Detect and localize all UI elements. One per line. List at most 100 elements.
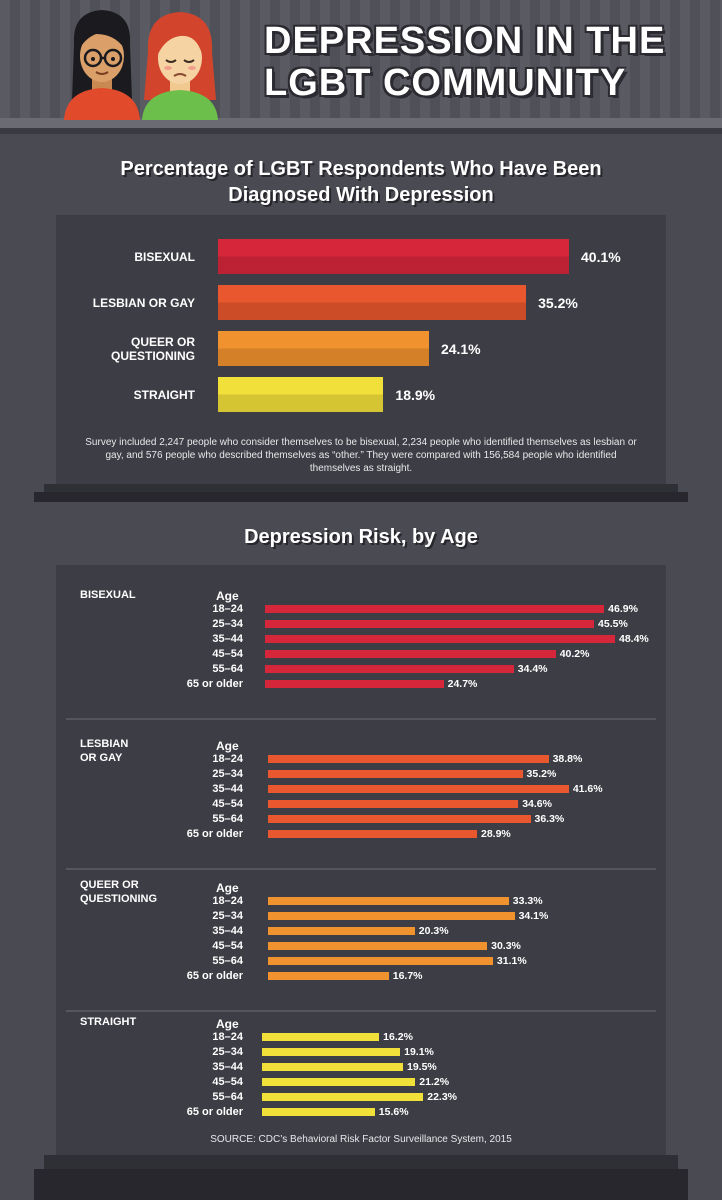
chart2-title: Depression Risk, by Age — [244, 526, 478, 548]
chart1-bar — [218, 377, 384, 412]
chart2-group-label: LESBIAN OR GAY — [80, 738, 129, 764]
woman-with-glasses-icon — [64, 10, 140, 120]
chart2-age-label: 65 or older — [186, 828, 243, 840]
chart2-age-header: Age — [216, 589, 239, 603]
chart2-age-label: 55–64 — [212, 955, 243, 967]
chart2-panel — [56, 565, 666, 1155]
chart2-bar — [268, 755, 549, 763]
chart2-age-label: 45–54 — [212, 648, 243, 660]
chart2-value-label: 22.3% — [427, 1091, 458, 1103]
chart2-age-label: 45–54 — [212, 1076, 243, 1088]
chart2-bar — [268, 927, 415, 935]
chart2-group-label: QUEER OR QUESTIONING — [80, 879, 158, 905]
chart1-value-label: 40.1% — [581, 249, 621, 265]
chart2-bar — [268, 897, 509, 905]
chart2-bar — [268, 957, 493, 965]
chart2-value-label: 19.5% — [407, 1061, 437, 1073]
page-title-line1: DEPRESSION IN THE — [264, 20, 666, 62]
chart2-bar — [265, 605, 605, 613]
chart2-group-label: STRAIGHT — [80, 1016, 137, 1028]
chart2-age-label: 18–24 — [212, 1031, 243, 1043]
chart2-value-label: 34.6% — [522, 798, 552, 810]
chart2-age-label: 18–24 — [212, 895, 243, 907]
chart1-category-label: BISEXUAL — [134, 249, 195, 264]
chart1-category-label: LESBIAN OR GAY — [92, 295, 195, 310]
chart2-bar — [268, 800, 519, 808]
chart1-title-line2: Diagnosed With Depression — [228, 184, 494, 206]
chart1-value-label: 35.2% — [538, 295, 578, 311]
chart2-value-label: 34.1% — [518, 910, 549, 922]
chart2-age-label: 65 or older — [186, 970, 243, 982]
chart2-age-label: 25–34 — [212, 910, 243, 922]
chart2-age-label: 65 or older — [186, 678, 243, 690]
chart2-bar — [265, 665, 514, 673]
chart1-value-label: 24.1% — [440, 341, 481, 357]
header-shelf-shadow — [0, 128, 722, 134]
chart1-panel-base-bottom — [34, 492, 688, 502]
chart2-value-label: 40.2% — [559, 648, 590, 660]
header-shelf — [0, 118, 722, 128]
chart2-divider — [66, 868, 656, 870]
chart2-bar — [262, 1108, 375, 1116]
chart2-panel-base-bottom — [34, 1169, 688, 1200]
chart2-age-label: 55–64 — [212, 1091, 243, 1103]
chart2-bar — [265, 650, 556, 658]
chart2-value-label: 33.3% — [512, 895, 543, 907]
chart2-value-label: 34.4% — [517, 663, 548, 675]
chart2-age-label: 35–44 — [212, 1061, 243, 1073]
chart2-age-header: Age — [216, 1017, 239, 1031]
chart2-value-label: 21.2% — [419, 1076, 450, 1088]
chart2-bar — [268, 770, 523, 778]
sad-woman-icon — [142, 12, 218, 120]
chart2-age-label: 35–44 — [212, 925, 243, 937]
chart2-value-label: 28.9% — [480, 828, 511, 840]
chart1-title: Percentage of LGBT Respondents Who Have … — [0, 156, 722, 208]
chart2-value-label: 36.3% — [534, 813, 565, 825]
chart2-age-label: 25–34 — [212, 768, 243, 780]
chart2-age-label: 18–24 — [212, 753, 243, 765]
chart2-divider — [66, 1010, 656, 1012]
chart2-value-label: 46.9% — [608, 603, 638, 615]
chart2-age-label: 45–54 — [212, 940, 243, 952]
chart2-age-label: 18–24 — [212, 603, 243, 615]
chart2-bar — [262, 1033, 380, 1041]
chart1-bar — [218, 331, 429, 366]
chart2-value-label: 24.7% — [447, 678, 478, 690]
chart2-bar — [268, 972, 389, 980]
page-title: DEPRESSION IN THE LGBT COMMUNITY — [264, 20, 704, 104]
chart2-panel-base — [44, 1155, 678, 1169]
source-citation: SOURCE: CDC’s Behavioral Risk Factor Sur… — [210, 1134, 512, 1145]
chart2-divider — [66, 718, 656, 720]
chart2-bar — [268, 785, 569, 793]
chart2-bar — [268, 815, 531, 823]
chart2-value-label: 20.3% — [418, 925, 449, 937]
chart2-age-label: 55–64 — [212, 663, 243, 675]
page-title-line2: LGBT COMMUNITY — [264, 62, 627, 104]
chart1-bar — [218, 285, 527, 320]
chart2-age-label: 25–34 — [212, 1046, 243, 1058]
chart2-value-label: 48.4% — [619, 633, 649, 645]
chart2-value-label: 41.6% — [572, 783, 603, 795]
chart2-value-label: 19.1% — [404, 1046, 434, 1058]
chart2-age-label: 45–54 — [212, 798, 243, 810]
chart2-bar — [268, 912, 515, 920]
chart2-bar — [262, 1063, 403, 1071]
chart2-bar — [268, 830, 477, 838]
chart2-age-label: 35–44 — [212, 783, 243, 795]
chart2-group-label: BISEXUAL — [80, 589, 136, 601]
chart1-panel-base — [44, 484, 678, 492]
chart1-value-label: 18.9% — [395, 387, 436, 403]
chart2-value-label: 16.2% — [383, 1031, 413, 1043]
chart2-value-label: 16.7% — [392, 970, 423, 982]
chart2-age-label: 25–34 — [212, 618, 243, 630]
chart1-survey-note: Survey included 2,247 people who conside… — [85, 437, 637, 474]
chart2-value-label: 45.5% — [598, 618, 628, 630]
chart2-bar — [262, 1048, 401, 1056]
chart2-bar — [265, 635, 615, 643]
chart2-bar — [265, 620, 595, 628]
chart2-age-label: 35–44 — [212, 633, 243, 645]
chart2-bar — [262, 1078, 416, 1086]
chart2-age-label: 55–64 — [212, 813, 243, 825]
chart2-bar — [265, 680, 444, 688]
chart1-category-label: QUEER OR QUESTIONING — [110, 334, 195, 363]
